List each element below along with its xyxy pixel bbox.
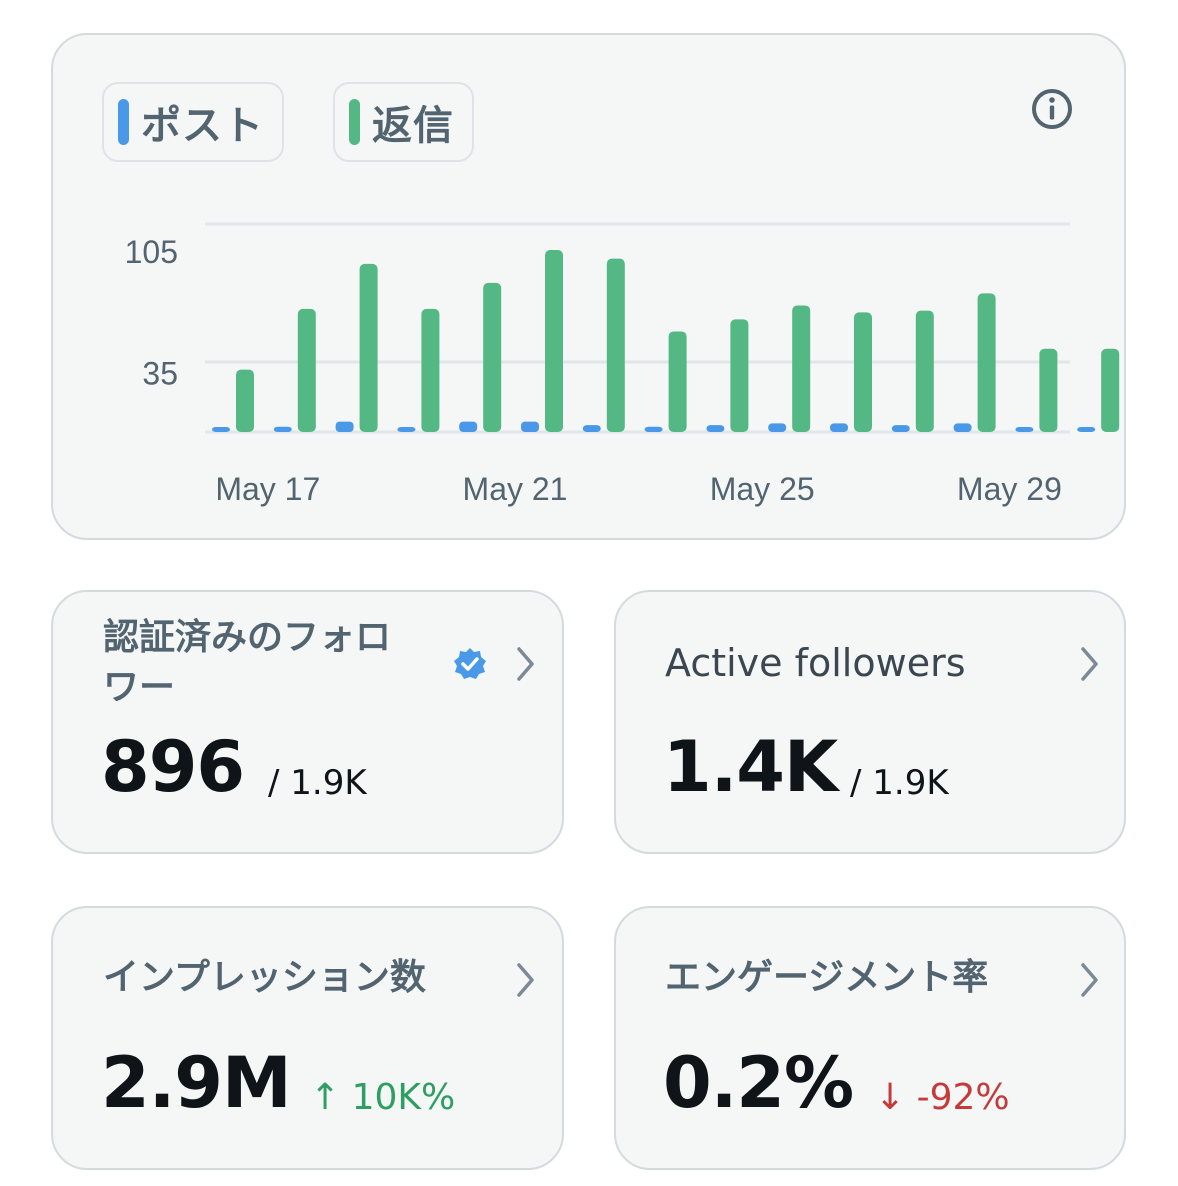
impressions-value: 2.9M xyxy=(101,1042,292,1124)
reply-bar xyxy=(977,293,996,432)
impressions-card[interactable] xyxy=(51,906,564,1170)
info-circle-icon[interactable] xyxy=(1030,87,1074,131)
legend-posts-toggle[interactable]: ポスト xyxy=(102,82,284,162)
legend-posts-label: ポスト xyxy=(141,103,264,149)
replies-color-swatch xyxy=(349,99,360,145)
reply-bar xyxy=(915,310,934,432)
post-bar xyxy=(706,425,725,432)
verified-followers-title-line1: 認証済みのフォロ xyxy=(103,617,392,658)
post-bar xyxy=(644,426,663,432)
verified-badge-icon xyxy=(454,648,486,679)
reply-bar xyxy=(483,282,502,432)
impressions-title: インプレッション数 xyxy=(103,957,426,998)
post-bar xyxy=(397,427,416,432)
active-followers-title: Active followers xyxy=(665,641,966,685)
legend-replies-toggle[interactable]: 返信 xyxy=(333,82,474,162)
post-bar xyxy=(521,421,539,432)
x-tick-label: May 17 xyxy=(215,471,320,507)
post-bar xyxy=(1015,427,1034,432)
reply-bar xyxy=(606,258,625,432)
y-tick-label: 35 xyxy=(142,355,178,391)
verified-followers-value: 896 xyxy=(101,726,245,808)
engagement-rate-value: 0.2% xyxy=(663,1042,854,1124)
chevron-right-icon[interactable] xyxy=(1076,644,1102,684)
y-tick-label: 105 xyxy=(125,234,178,270)
reply-bar xyxy=(545,250,563,432)
post-bar xyxy=(582,425,601,432)
reply-bar xyxy=(668,331,687,432)
verified-followers-total: / 1.9K xyxy=(268,763,367,803)
reply-bar xyxy=(421,308,440,432)
reply-bar xyxy=(359,263,378,432)
reply-bar xyxy=(236,369,254,432)
post-bar xyxy=(953,423,972,432)
posts-color-swatch xyxy=(118,99,129,145)
engagement-rate-title: エンゲージメント率 xyxy=(665,957,989,998)
chevron-right-icon[interactable] xyxy=(512,960,538,1000)
x-tick-label: May 25 xyxy=(710,471,815,507)
engagement-rate-change: ↓ -92% xyxy=(875,1077,1010,1118)
post-bar xyxy=(459,421,478,432)
engagement-rate-card[interactable] xyxy=(614,906,1126,1170)
reply-bar xyxy=(854,312,872,432)
active-followers-value: 1.4K xyxy=(663,726,838,808)
bar-chart: 105 35 May 17 May 21 May 25 May 29 xyxy=(125,222,1120,507)
post-bar xyxy=(768,423,787,432)
x-tick-label: May 21 xyxy=(463,471,568,507)
verified-followers-card[interactable] xyxy=(51,590,564,854)
verified-followers-title-line2: ワー xyxy=(103,667,176,708)
chevron-right-icon[interactable] xyxy=(512,644,538,684)
post-bar xyxy=(273,426,292,432)
post-bar xyxy=(212,427,230,432)
x-tick-label: May 29 xyxy=(957,471,1062,507)
legend-replies-label: 返信 xyxy=(372,103,454,149)
post-bar xyxy=(891,425,910,432)
active-followers-card[interactable] xyxy=(614,590,1126,854)
reply-bar xyxy=(792,305,811,432)
reply-bar xyxy=(297,308,316,432)
reply-bar xyxy=(730,319,749,432)
post-bar xyxy=(1077,427,1096,432)
active-followers-total: / 1.9K xyxy=(850,763,949,803)
chevron-right-icon[interactable] xyxy=(1076,960,1102,1000)
impressions-change: ↑ 10K% xyxy=(310,1077,456,1118)
reply-bar xyxy=(1101,348,1120,432)
reply-bar xyxy=(1039,348,1058,432)
post-bar xyxy=(335,421,354,432)
post-bar xyxy=(830,423,848,432)
